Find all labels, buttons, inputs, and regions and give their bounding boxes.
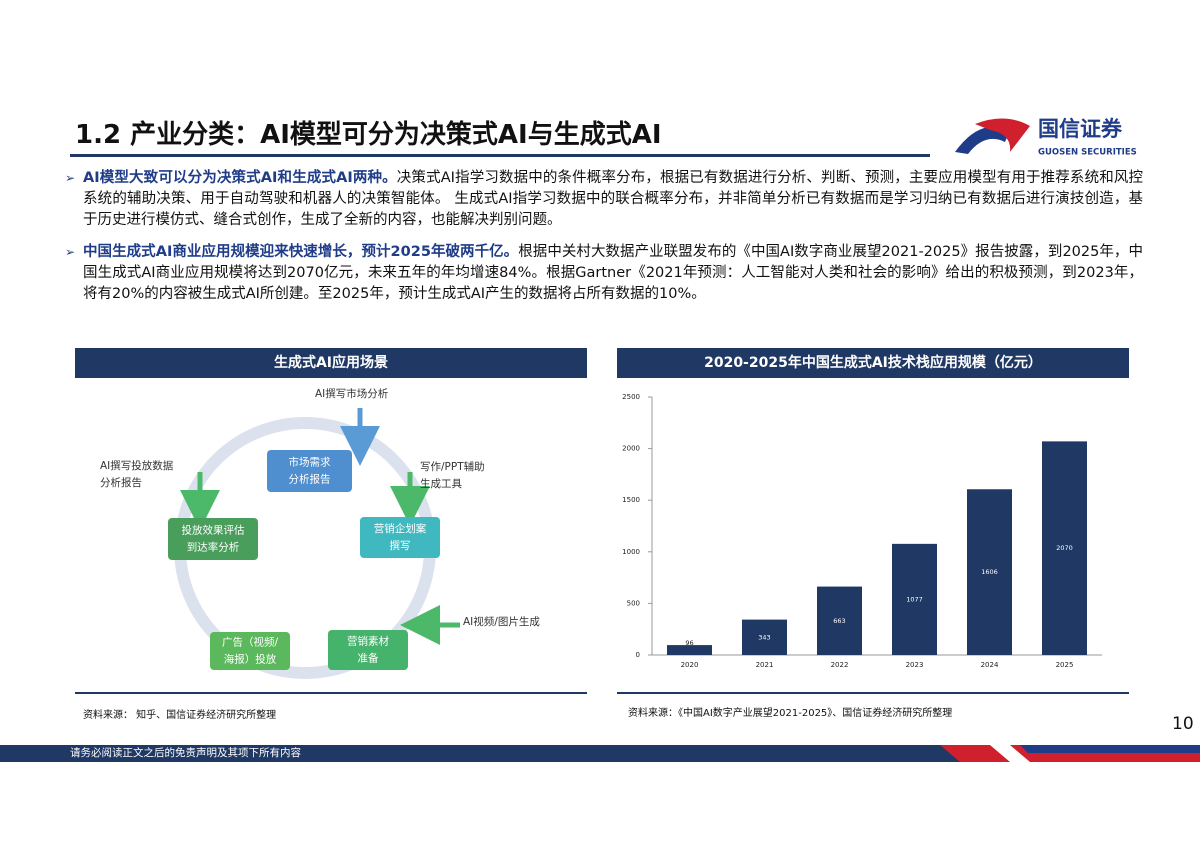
bullet-lead: 中国生成式AI商业应用规模迎来快速增长，预计2025年破两千亿。 [83,244,519,260]
y-tick-label: 2500 [622,393,640,401]
input-label: 生成工具 [420,477,462,490]
input-label: AI视频/图片生成 [463,615,540,628]
node-label: 撰写 [390,539,411,552]
node-label: 营销企划案 [374,522,427,535]
input-label: 写作/PPT辅助 [420,460,485,473]
y-tick-label: 1000 [622,548,640,556]
input-label: AI撰写市场分析 [315,387,389,400]
input-label: AI撰写投放数据 [100,459,174,472]
x-tick-label: 2021 [756,661,774,669]
footer-text: 请务必阅读正文之后的免责声明及其项下所有内容 [70,747,301,759]
value-label: 1077 [906,595,923,603]
bar [1042,441,1087,655]
node-label: 营销素材 [347,635,389,648]
bullet: ➢ 中国生成式AI商业应用规模迎来快速增长，预计2025年破两千亿。根据中关村大数… [65,244,1143,302]
bar [892,543,937,655]
bullet-lead: AI模型大致可以分为决策式AI和生成式AI两种。 [83,170,397,186]
x-tick-label: 2022 [831,661,849,669]
logo: 国信证券 GUOSEN SECURITIES [955,117,1137,158]
node-box [168,518,258,560]
value-label: 343 [758,633,770,641]
panel-rule [75,692,587,694]
page-title: 1.2 产业分类：AI模型可分为决策式AI与生成式AI [75,120,662,150]
node-box [360,517,440,558]
node-label: 投放效果评估 [182,524,245,537]
node-label: 海报）投放 [224,653,277,666]
bar [967,489,1012,655]
bar [817,586,862,655]
node-label: 广告（视频/ [222,636,278,649]
node-label: 分析报告 [289,473,331,486]
value-label: 663 [833,617,845,625]
y-tick-label: 500 [627,599,640,607]
footer-stripes [940,745,1200,762]
node-box [328,630,408,670]
page-number: 10 [1172,714,1194,734]
x-tick-label: 2020 [681,661,699,669]
bullet-text: 根据中关村大数据产业联盟发布的《中国AI数字商业展望2021-2025》报告披露… [83,244,1143,302]
title-rule [70,154,930,157]
bar [667,645,712,655]
input-label: 分析报告 [100,476,142,489]
x-tick-label: 2024 [981,661,999,669]
bullet-text: 决策式AI指学习数据中的条件概率分布，根据已有数据进行分析、判断、预测，主要应用… [83,170,1143,228]
node-label: 准备 [358,652,379,665]
panel-title: 生成式AI应用场景 [75,348,587,378]
node-label: 到达率分析 [187,541,240,554]
source: 资料来源： 知乎、国信证券经济研究所整理 [83,710,277,721]
logo-name: 国信证券 [1038,117,1123,141]
value-label: 1606 [981,568,998,576]
bar [742,619,787,655]
panel-rule [617,692,1129,694]
x-tick-label: 2025 [1056,661,1074,669]
chart: 0 500 1000 1500 2000 2500 2020 96 2021 343 2022 663… [622,393,1102,669]
value-label: 96 [685,639,693,647]
logo-en: GUOSEN SECURITIES [1038,148,1137,158]
footer-bar [0,745,1200,762]
bullet: ➢ AI模型大致可以分为决策式AI和生成式AI两种。决策式AI指学习数据中的条件概… [65,170,1143,228]
x-tick-label: 2023 [906,661,924,669]
node-box [267,450,352,492]
source: 资料来源：《中国AI数字产业展望2021-2025》、国信证券经济研究所整理 [628,708,953,719]
y-tick-label: 0 [636,651,640,659]
y-tick-label: 2000 [622,445,640,453]
y-tick-label: 1500 [622,496,640,504]
value-label: 2070 [1056,544,1073,552]
node-box [210,632,290,670]
node-label: 市场需求 [289,456,331,469]
chart-title: 2020-2025年中国生成式AI技术栈应用规模（亿元） [617,348,1129,378]
